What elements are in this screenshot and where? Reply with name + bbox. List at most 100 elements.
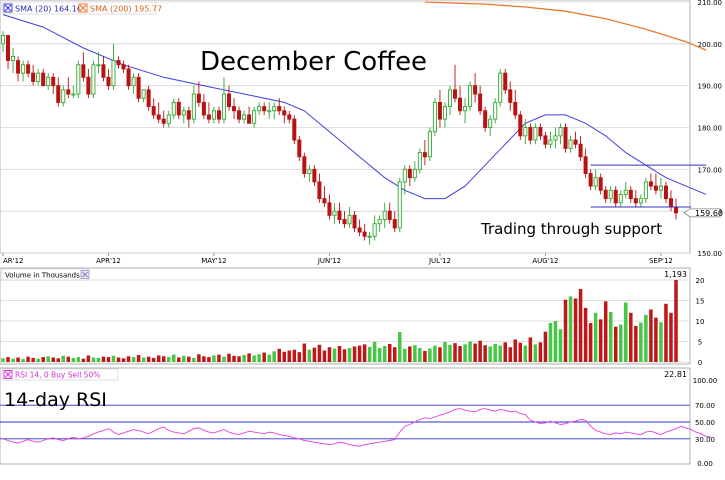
candle-body bbox=[523, 127, 528, 137]
volume-bar bbox=[649, 309, 653, 362]
candle bbox=[432, 98, 437, 136]
sma20-close-icon[interactable] bbox=[4, 4, 12, 12]
month-label: JUN'12 bbox=[317, 257, 341, 265]
candle-body bbox=[66, 89, 71, 95]
volume-bar bbox=[548, 323, 553, 362]
candle bbox=[121, 60, 126, 74]
candle-body bbox=[633, 198, 638, 204]
rsi-legend: RSI 14, 0 Buy Sell 50% bbox=[1, 368, 119, 381]
volume-bar bbox=[634, 325, 638, 362]
candle-body bbox=[453, 89, 458, 99]
volume-bar bbox=[187, 356, 191, 362]
volume-bar bbox=[433, 345, 437, 362]
volume-bar bbox=[126, 356, 131, 362]
candle bbox=[91, 60, 96, 99]
candle-body bbox=[578, 143, 583, 158]
candle bbox=[608, 186, 613, 203]
candle bbox=[633, 190, 638, 207]
volume-bar bbox=[227, 353, 231, 362]
candle-body bbox=[377, 219, 382, 225]
rsi-axis: 0.00 30.00 50.00 70.00 100.00 bbox=[693, 377, 718, 468]
chart-title: December Coffee bbox=[200, 47, 427, 77]
candle bbox=[307, 165, 312, 182]
volume-bar bbox=[337, 346, 342, 362]
volume-legend-label: Volume in Thousands bbox=[5, 272, 80, 280]
candle-body bbox=[583, 156, 588, 174]
candle bbox=[36, 68, 41, 86]
rsi-close-icon[interactable] bbox=[4, 371, 12, 378]
volume-bar bbox=[608, 311, 613, 362]
candle bbox=[11, 48, 16, 74]
candle-body bbox=[402, 168, 407, 183]
candle-body bbox=[543, 135, 548, 145]
candle-body bbox=[618, 193, 623, 204]
candle-body bbox=[16, 60, 21, 74]
volume-bar bbox=[508, 347, 513, 362]
candle-body bbox=[422, 152, 427, 158]
volume-bar bbox=[297, 352, 302, 362]
volume-bar bbox=[106, 357, 111, 362]
candle bbox=[508, 81, 513, 111]
price-tick-label: 200.00 bbox=[698, 41, 723, 49]
sma20-legend-label: SMA (20) 164.16 bbox=[15, 5, 82, 14]
candle bbox=[427, 127, 432, 161]
volume-bar bbox=[86, 355, 91, 362]
volume-bar bbox=[493, 343, 497, 362]
candle-body bbox=[106, 76, 111, 87]
price-tick-label: 190.00 bbox=[698, 83, 723, 91]
volume-bar bbox=[483, 345, 487, 362]
candle-body bbox=[538, 127, 543, 137]
volume-tick-label: 5 bbox=[698, 339, 702, 347]
volume-bar bbox=[312, 347, 317, 362]
candle bbox=[643, 177, 648, 203]
volume-bars bbox=[1, 280, 678, 362]
volume-bar bbox=[207, 357, 211, 362]
candle bbox=[578, 135, 583, 161]
rsi-tick-label: 50.00 bbox=[695, 419, 715, 427]
candle bbox=[513, 89, 518, 120]
volume-bar bbox=[136, 355, 141, 362]
candle bbox=[221, 77, 226, 124]
candle bbox=[618, 190, 623, 207]
volume-bar bbox=[232, 355, 236, 362]
candle bbox=[352, 211, 357, 233]
candle-body bbox=[267, 110, 272, 113]
candle-body bbox=[11, 55, 16, 62]
volume-bar bbox=[659, 322, 663, 362]
candle bbox=[287, 110, 292, 124]
volume-bar bbox=[458, 346, 462, 362]
candle bbox=[186, 106, 191, 128]
rsi-legend-box bbox=[1, 368, 119, 381]
price-tick-label: 170.00 bbox=[698, 166, 723, 174]
candle bbox=[0, 31, 6, 53]
volume-bar bbox=[277, 348, 281, 362]
candle-body bbox=[427, 131, 432, 158]
candle-body bbox=[262, 106, 267, 112]
volume-bar bbox=[553, 321, 558, 362]
candle-body bbox=[111, 60, 116, 87]
volume-bar bbox=[222, 356, 226, 362]
candle bbox=[463, 98, 468, 124]
candle-body bbox=[146, 89, 151, 108]
sma200-close-icon[interactable] bbox=[79, 4, 87, 12]
candle-body bbox=[623, 189, 628, 195]
volume-bar bbox=[438, 347, 442, 362]
volume-bar bbox=[282, 351, 287, 362]
candle-body bbox=[322, 198, 327, 204]
candle-body bbox=[442, 106, 447, 120]
candle-body bbox=[71, 93, 76, 96]
candle-body bbox=[272, 106, 277, 112]
candle bbox=[131, 73, 136, 95]
candle-body bbox=[488, 118, 493, 128]
volume-bar bbox=[327, 347, 332, 362]
candle bbox=[397, 177, 402, 233]
volume-bar bbox=[403, 348, 407, 362]
volume-bar bbox=[116, 357, 121, 362]
candle bbox=[437, 89, 442, 128]
volume-bar bbox=[287, 350, 292, 362]
volume-bar bbox=[392, 347, 397, 362]
volume-bar bbox=[262, 352, 266, 362]
candle bbox=[206, 102, 211, 124]
volume-close-x-icon[interactable] bbox=[82, 271, 88, 278]
